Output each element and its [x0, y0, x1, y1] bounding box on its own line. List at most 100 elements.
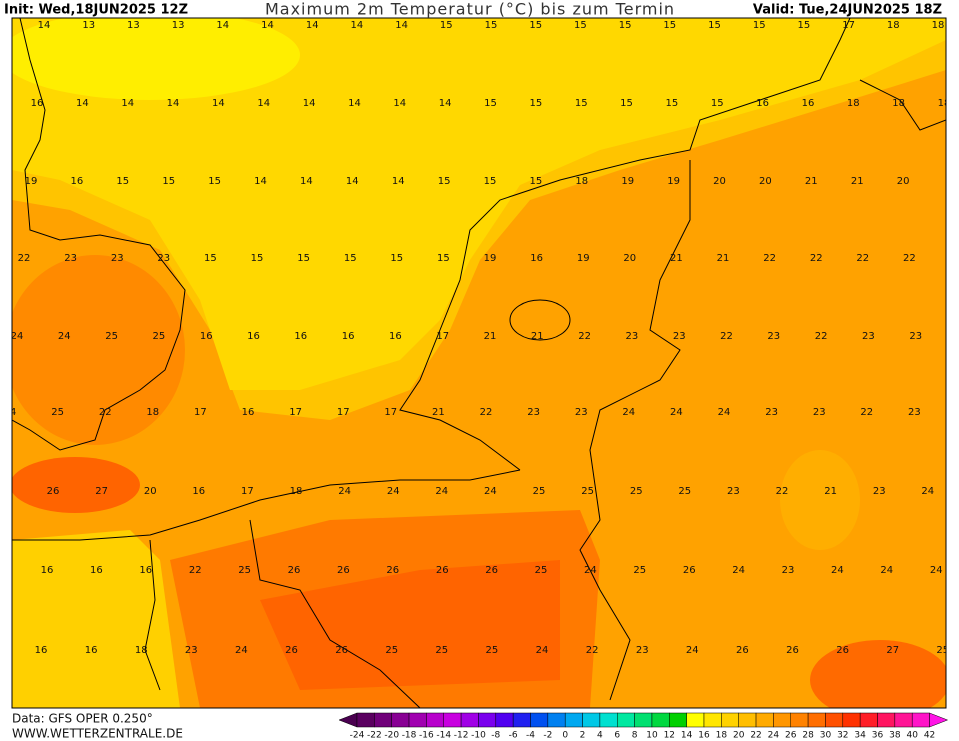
colorbar-label: 14 [681, 731, 693, 741]
colorbar-swatch [582, 712, 601, 728]
colorbar-label: -24 [350, 731, 365, 741]
temperature-value: 24 [880, 565, 893, 576]
temperature-value: 23 [909, 331, 922, 342]
colorbar-swatch [617, 712, 635, 728]
temperature-value: 17 [241, 486, 254, 497]
temperature-value: 25 [533, 486, 546, 497]
temperature-value: 14 [303, 98, 316, 109]
colorbar-swatch [877, 712, 896, 728]
temperature-value: 14 [300, 176, 313, 187]
colorbar-label: 20 [733, 731, 745, 741]
colorbar-label: 18 [716, 731, 728, 741]
temperature-value: 22 [720, 331, 733, 342]
temperature-value: 13 [82, 20, 95, 31]
temperature-value: 16 [389, 331, 402, 342]
temperature-value: 22 [18, 253, 31, 264]
temperature-value: 17 [436, 331, 449, 342]
temperature-value: 24 [338, 486, 351, 497]
temperature-value: 16 [200, 331, 213, 342]
temperature-value: 25 [238, 565, 251, 576]
colorbar-swatch [408, 712, 427, 728]
temperature-value: 25 [535, 565, 548, 576]
temperature-value: 23 [64, 253, 77, 264]
temperature-value: 25 [385, 645, 398, 656]
temperature-value: 23 [157, 253, 170, 264]
temperature-value: 19 [25, 176, 38, 187]
temperature-value: 18 [146, 407, 159, 418]
colorbar-label: -22 [367, 731, 382, 741]
temperature-value: 22 [763, 253, 776, 264]
temperature-value: 24 [670, 407, 683, 418]
temperature-value: 14 [261, 20, 274, 31]
temperature-value: 22 [810, 253, 823, 264]
data-source: Data: GFS OPER 0.250° [12, 712, 153, 726]
temperature-value: 21 [805, 176, 818, 187]
temperature-value: 20 [759, 176, 772, 187]
temperature-value: 21 [432, 407, 445, 418]
temperature-value: 27 [886, 645, 899, 656]
colorbar-swatch [356, 712, 375, 728]
temperature-value: 26 [285, 645, 298, 656]
temperature-value: 16 [41, 565, 54, 576]
colorbar-swatch [721, 712, 739, 728]
temperature-value: 22 [815, 331, 828, 342]
temperature-value: 21 [824, 486, 837, 497]
temperature-value: 24 [4, 407, 17, 418]
colorbar-label: 42 [924, 731, 935, 741]
temperature-value: 15 [484, 98, 497, 109]
temperature-value: 25 [936, 645, 949, 656]
temperature-value: 26 [288, 565, 301, 576]
temperature-value: 21 [717, 253, 730, 264]
temperature-value: 20 [713, 176, 726, 187]
valid-time: Valid: Tue,24JUN2025 18Z [753, 3, 942, 18]
temperature-value: 18 [290, 486, 303, 497]
temperature-value: 24 [831, 565, 844, 576]
colorbar-swatch [807, 712, 826, 728]
colorbar-label: 40 [906, 731, 918, 741]
value-labels: 14 13 13 13 14 14 14 14 14 15 15 15 15 15 15 15 15 15 17 18… [4, 20, 949, 656]
temperature-value: 22 [480, 407, 493, 418]
colorbar-swatch [460, 712, 479, 728]
temperature-value: 24 [484, 486, 497, 497]
temperature-value: 25 [435, 645, 448, 656]
temperature-value: 22 [860, 407, 873, 418]
temperature-value: 26 [436, 565, 449, 576]
temperature-value: 24 [435, 486, 448, 497]
temperature-value: 25 [633, 565, 646, 576]
colorbar-label: 2 [580, 731, 586, 741]
field-zone [780, 450, 860, 550]
temperature-value: 26 [786, 645, 799, 656]
temperature-value: 17 [842, 20, 855, 31]
temperature-value: 15 [390, 253, 403, 264]
temperature-value: 20 [897, 176, 910, 187]
temperature-value: 25 [51, 407, 64, 418]
temperature-value: 22 [578, 331, 591, 342]
field-zone [12, 530, 180, 708]
temperature-value: 15 [620, 98, 633, 109]
temperature-value: 15 [344, 253, 357, 264]
temperature-value: 16 [90, 565, 103, 576]
temperature-value: 15 [208, 176, 221, 187]
temperature-value: 26 [836, 645, 849, 656]
temperature-value: 15 [437, 253, 450, 264]
temperature-value: 18 [892, 98, 905, 109]
colorbar-label: -20 [384, 731, 399, 741]
temperature-value: 19 [621, 176, 634, 187]
temperature-value: 15 [529, 98, 542, 109]
temperature-value: 16 [802, 98, 815, 109]
colorbar-swatch [651, 712, 670, 728]
colorbar-swatch [790, 712, 809, 728]
colorbar-label: 12 [664, 731, 675, 741]
temperature-value: 23 [673, 331, 686, 342]
map-frame [11, 17, 947, 709]
temperature-value: 24 [718, 407, 731, 418]
temperature-value: 21 [484, 331, 497, 342]
colorbar-swatch [894, 712, 913, 728]
temperature-value: 26 [47, 486, 60, 497]
temperature-value: 23 [185, 645, 198, 656]
temperature-value: 18 [575, 176, 588, 187]
temperature-value: 26 [485, 565, 498, 576]
temperature-value: 15 [798, 20, 811, 31]
colorbar-swatch [686, 712, 705, 728]
